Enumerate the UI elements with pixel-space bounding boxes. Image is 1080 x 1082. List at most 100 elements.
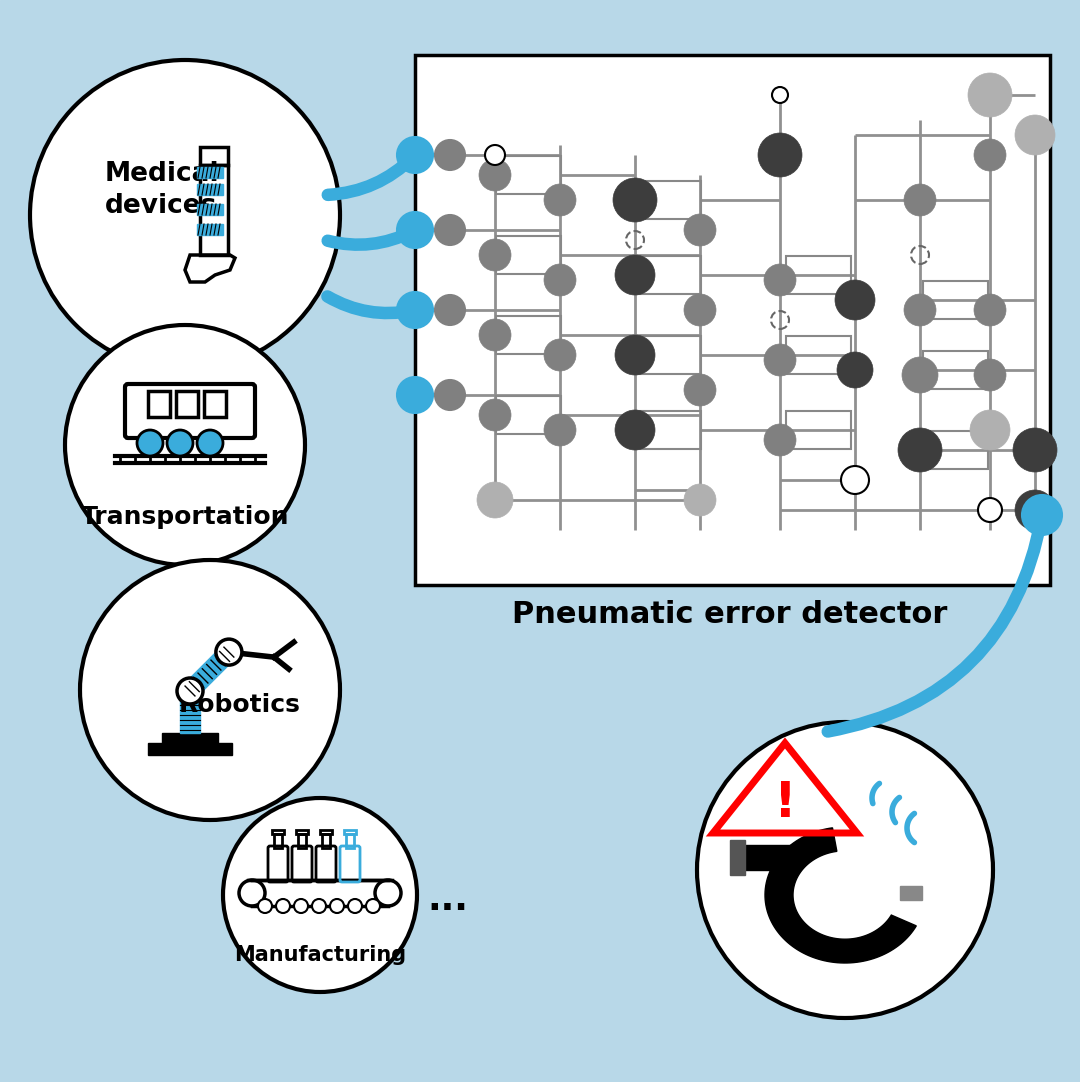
Circle shape bbox=[366, 899, 380, 913]
Circle shape bbox=[80, 560, 340, 820]
Circle shape bbox=[397, 212, 433, 248]
Text: Robotics: Robotics bbox=[179, 692, 301, 717]
Bar bbox=[197, 184, 222, 195]
Circle shape bbox=[435, 380, 465, 410]
Bar bbox=[496, 156, 561, 194]
Bar bbox=[176, 391, 198, 417]
Circle shape bbox=[758, 133, 802, 177]
Bar bbox=[785, 256, 851, 294]
Circle shape bbox=[544, 339, 576, 371]
Circle shape bbox=[544, 184, 576, 216]
Circle shape bbox=[841, 466, 869, 494]
Circle shape bbox=[276, 899, 291, 913]
Circle shape bbox=[137, 430, 163, 456]
Circle shape bbox=[167, 430, 193, 456]
Circle shape bbox=[397, 137, 433, 173]
Bar bbox=[180, 691, 200, 733]
Bar bbox=[162, 733, 218, 743]
Circle shape bbox=[435, 140, 465, 170]
Circle shape bbox=[480, 399, 511, 431]
Circle shape bbox=[30, 60, 340, 370]
Circle shape bbox=[480, 319, 511, 351]
Circle shape bbox=[974, 359, 1005, 391]
Text: Medical
devices: Medical devices bbox=[105, 161, 219, 219]
Bar bbox=[322, 834, 330, 848]
Circle shape bbox=[258, 899, 272, 913]
Circle shape bbox=[764, 264, 796, 296]
Circle shape bbox=[615, 410, 654, 450]
Bar bbox=[922, 351, 987, 390]
Bar bbox=[740, 845, 800, 870]
Circle shape bbox=[684, 374, 716, 406]
Circle shape bbox=[684, 484, 716, 516]
Bar bbox=[298, 834, 306, 848]
Text: ...: ... bbox=[428, 883, 469, 918]
Bar bbox=[296, 830, 308, 834]
Circle shape bbox=[684, 214, 716, 246]
Circle shape bbox=[397, 377, 433, 413]
Circle shape bbox=[772, 87, 788, 103]
Circle shape bbox=[615, 255, 654, 295]
Bar bbox=[785, 411, 851, 449]
Polygon shape bbox=[765, 828, 916, 963]
Circle shape bbox=[1022, 494, 1062, 535]
Circle shape bbox=[684, 294, 716, 326]
Circle shape bbox=[968, 72, 1012, 117]
Circle shape bbox=[294, 899, 308, 913]
Bar bbox=[345, 830, 356, 834]
Circle shape bbox=[480, 239, 511, 270]
Circle shape bbox=[397, 292, 433, 328]
Bar bbox=[496, 316, 561, 354]
Circle shape bbox=[835, 280, 875, 320]
Bar bbox=[204, 391, 226, 417]
Bar bbox=[346, 834, 354, 848]
Text: !: ! bbox=[773, 779, 796, 827]
Circle shape bbox=[978, 498, 1002, 522]
Text: Pneumatic error detector: Pneumatic error detector bbox=[512, 601, 947, 629]
Circle shape bbox=[822, 882, 858, 918]
Bar bbox=[635, 181, 701, 219]
Circle shape bbox=[1013, 428, 1057, 472]
Bar bbox=[922, 431, 987, 469]
Circle shape bbox=[764, 424, 796, 456]
Circle shape bbox=[544, 414, 576, 446]
Circle shape bbox=[312, 899, 326, 913]
Circle shape bbox=[216, 639, 242, 665]
Bar bbox=[785, 337, 851, 374]
Circle shape bbox=[970, 410, 1010, 450]
Bar bbox=[274, 834, 282, 848]
Circle shape bbox=[613, 179, 657, 222]
Circle shape bbox=[197, 430, 222, 456]
Circle shape bbox=[348, 899, 362, 913]
Bar bbox=[272, 830, 284, 834]
Circle shape bbox=[544, 264, 576, 296]
Circle shape bbox=[974, 294, 1005, 326]
Circle shape bbox=[1015, 115, 1055, 155]
Circle shape bbox=[435, 295, 465, 325]
Bar bbox=[197, 224, 222, 235]
Circle shape bbox=[615, 335, 654, 375]
Circle shape bbox=[902, 357, 939, 393]
Bar bbox=[635, 337, 701, 374]
Circle shape bbox=[480, 159, 511, 192]
Circle shape bbox=[837, 352, 873, 388]
Text: Manufacturing: Manufacturing bbox=[234, 945, 406, 965]
Bar bbox=[900, 886, 922, 900]
Circle shape bbox=[65, 325, 305, 565]
Circle shape bbox=[177, 678, 203, 704]
Bar bbox=[496, 396, 561, 434]
Bar bbox=[635, 256, 701, 294]
Bar bbox=[200, 164, 228, 255]
Bar bbox=[148, 743, 232, 755]
Bar bbox=[635, 411, 701, 449]
Circle shape bbox=[904, 294, 936, 326]
Text: Transportation: Transportation bbox=[81, 505, 289, 529]
Bar bbox=[496, 236, 561, 274]
Circle shape bbox=[697, 722, 993, 1018]
Bar bbox=[197, 204, 222, 215]
Bar bbox=[320, 830, 332, 834]
Bar bbox=[415, 55, 1050, 585]
Circle shape bbox=[904, 184, 936, 216]
Circle shape bbox=[1015, 490, 1055, 530]
Circle shape bbox=[897, 428, 942, 472]
